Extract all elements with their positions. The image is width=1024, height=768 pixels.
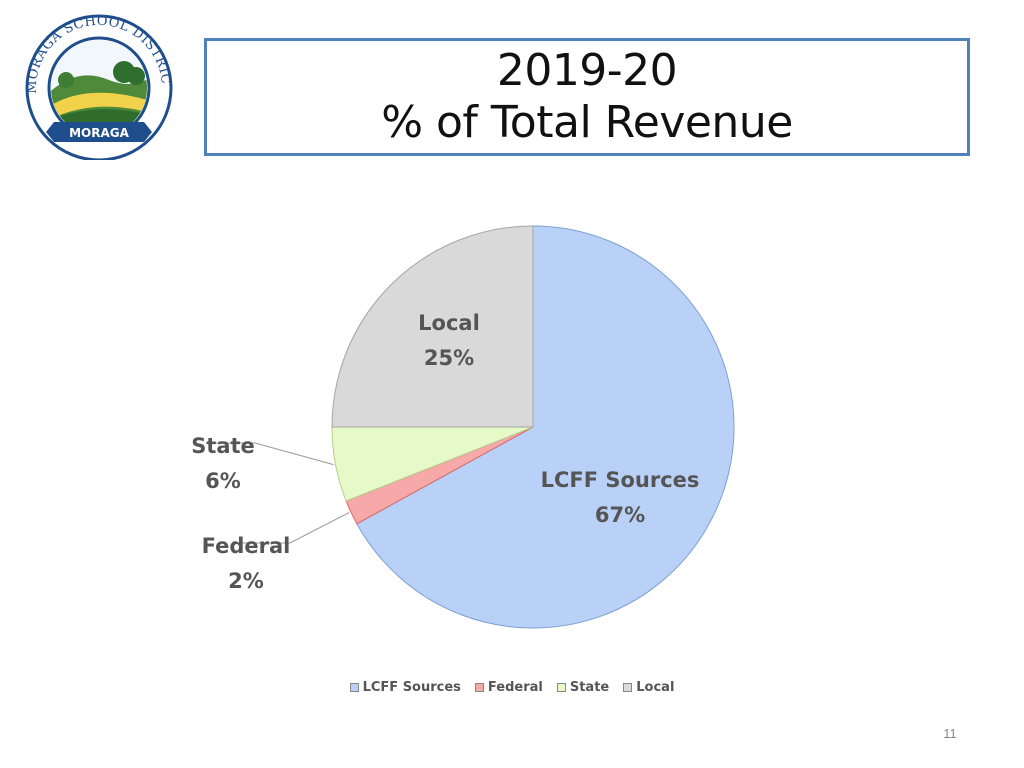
legend-swatch-local <box>623 683 633 692</box>
legend-label-local: Local <box>636 680 675 695</box>
data-label-state-percent: 6% <box>205 469 241 493</box>
slide-title-year: 2019-20 <box>496 45 678 96</box>
pie-slice-lcff-sources <box>356 225 735 629</box>
legend-label-state: State <box>569 680 610 695</box>
page-number: 11 <box>943 726 957 741</box>
data-label-local-percent: 25% <box>424 346 474 370</box>
leader-line-federal <box>236 512 350 544</box>
legend-item-federal: Federal <box>474 680 543 695</box>
slide-title-subtitle: % of Total Revenue <box>381 97 793 148</box>
data-label-lcff-sources-percent: 67% <box>595 503 645 527</box>
legend-swatch-lcff-sources <box>349 683 359 692</box>
data-label-state-name: State <box>191 434 255 458</box>
chart-legend: LCFF Sources Federal State Local <box>0 680 1024 695</box>
legend-label-lcff-sources: LCFF Sources <box>362 680 461 695</box>
moraga-school-district-logo: MORAGA SCHOOL DISTRICT MORAGA <box>14 10 173 160</box>
legend-item-lcff-sources: LCFF Sources <box>349 680 461 695</box>
legend-item-local: Local <box>623 680 674 695</box>
leader-line-state <box>213 442 334 466</box>
data-label-lcff-sources-name: LCFF Sources <box>541 468 700 492</box>
title-box: 2019-20 % of Total Revenue <box>204 38 970 156</box>
svg-text:MORAGA: MORAGA <box>69 126 130 140</box>
legend-item-state: State <box>556 680 610 695</box>
data-label-federal-percent: 2% <box>228 569 264 593</box>
legend-swatch-federal <box>474 683 484 692</box>
legend-swatch-state <box>556 683 566 692</box>
data-label-local-name: Local <box>418 311 480 335</box>
pie-slice-local <box>331 225 534 428</box>
legend-label-federal: Federal <box>487 680 543 695</box>
data-label-federal-name: Federal <box>202 534 291 558</box>
